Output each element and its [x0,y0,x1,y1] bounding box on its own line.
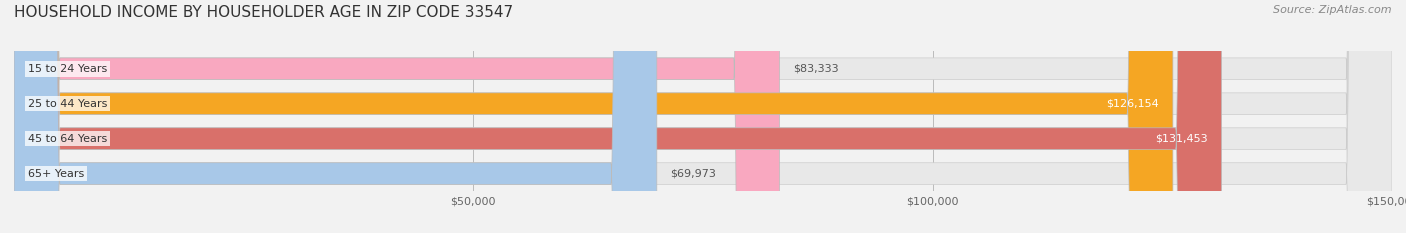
FancyBboxPatch shape [14,0,1392,233]
Text: 25 to 44 Years: 25 to 44 Years [28,99,107,109]
Text: 15 to 24 Years: 15 to 24 Years [28,64,107,74]
FancyBboxPatch shape [14,0,1392,233]
FancyBboxPatch shape [14,0,1392,233]
Text: 45 to 64 Years: 45 to 64 Years [28,134,107,144]
Text: $69,973: $69,973 [671,169,717,178]
Text: Source: ZipAtlas.com: Source: ZipAtlas.com [1274,5,1392,15]
FancyBboxPatch shape [14,0,1222,233]
Text: $126,154: $126,154 [1107,99,1159,109]
FancyBboxPatch shape [14,0,657,233]
Text: HOUSEHOLD INCOME BY HOUSEHOLDER AGE IN ZIP CODE 33547: HOUSEHOLD INCOME BY HOUSEHOLDER AGE IN Z… [14,5,513,20]
FancyBboxPatch shape [14,0,1173,233]
Text: $83,333: $83,333 [793,64,839,74]
Text: $131,453: $131,453 [1156,134,1208,144]
FancyBboxPatch shape [14,0,1392,233]
FancyBboxPatch shape [14,0,779,233]
Text: 65+ Years: 65+ Years [28,169,84,178]
